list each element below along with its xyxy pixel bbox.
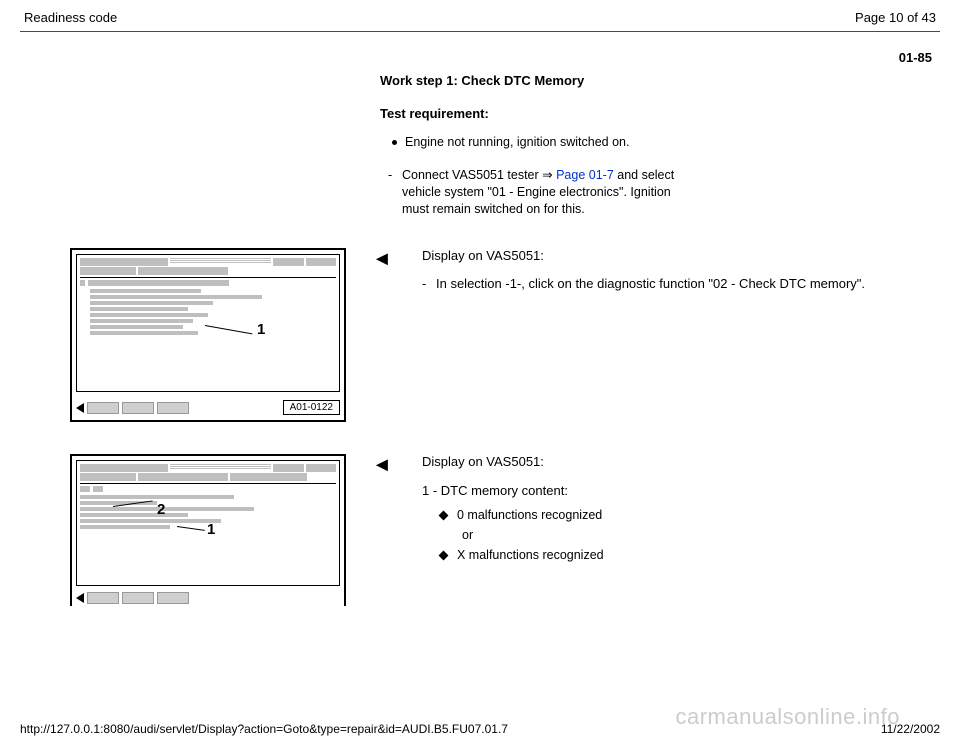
work-step-title: Work step 1: Check DTC Memory [380,73,910,88]
display-title-1: Display on VAS5051: [422,248,910,263]
btn-rect-icon [122,402,154,414]
play-left-icon [76,593,84,603]
display-title-2: Display on VAS5051: [422,454,910,469]
callout-2: 2 [157,501,165,518]
display-section-2: 1 2 ◄ [50,454,910,606]
btn-rect-icon [122,592,154,604]
vas5051-figure-1: 1 A01-0122 [70,248,346,422]
figure-id: A01-0122 [283,400,340,415]
connect-instruction: - Connect VAS5051 tester ⇒ Page 01-7 and… [388,167,910,218]
dash-icon: - [422,275,436,293]
arrow-left-icon: ◄ [372,454,400,606]
malfunction-option: X malfunctions recognized [440,548,910,562]
test-requirement-label: Test requirement: [380,106,910,121]
instruction-text: In selection -1-, click on the diagnosti… [436,275,865,293]
footer-url: http://127.0.0.1:8080/audi/servlet/Displ… [20,722,508,736]
display-section-1: 1 A01-0122 ◄ Displa [50,248,910,422]
dash-icon: - [388,167,402,218]
requirement-bullet: Engine not running, ignition switched on… [392,135,910,149]
play-left-icon [76,403,84,413]
btn-rect-icon [87,402,119,414]
malfunction-option: 0 malfunctions recognized [440,508,910,522]
footer-date: 11/22/2002 [881,722,940,736]
btn-rect-icon [157,592,189,604]
arrow-left-icon: ◄ [372,248,400,422]
page-number: Page 10 of 43 [855,10,936,25]
instruction-dash: - In selection -1-, click on the diagnos… [422,275,910,293]
btn-rect-icon [87,592,119,604]
btn-rect-icon [157,402,189,414]
page-link[interactable]: Page 01-7 [556,168,614,182]
malfunction-text-0: 0 malfunctions recognized [457,508,602,522]
vas5051-figure-2: 1 2 [70,454,346,606]
malfunction-text-x: X malfunctions recognized [457,548,604,562]
or-label: or [462,528,910,542]
callout-1: 1 [257,321,265,338]
section-code: 01-85 [20,32,940,65]
requirement-text: Engine not running, ignition switched on… [405,135,629,149]
bullet-dot-icon [392,140,397,145]
diamond-bullet-icon [439,510,449,520]
diamond-bullet-icon [439,550,449,560]
connect-prefix: Connect VAS5051 tester [402,168,542,182]
dtc-memory-label: 1 - DTC memory content: [422,483,910,498]
header-title: Readiness code [24,10,117,25]
callout-1: 1 [207,521,215,538]
